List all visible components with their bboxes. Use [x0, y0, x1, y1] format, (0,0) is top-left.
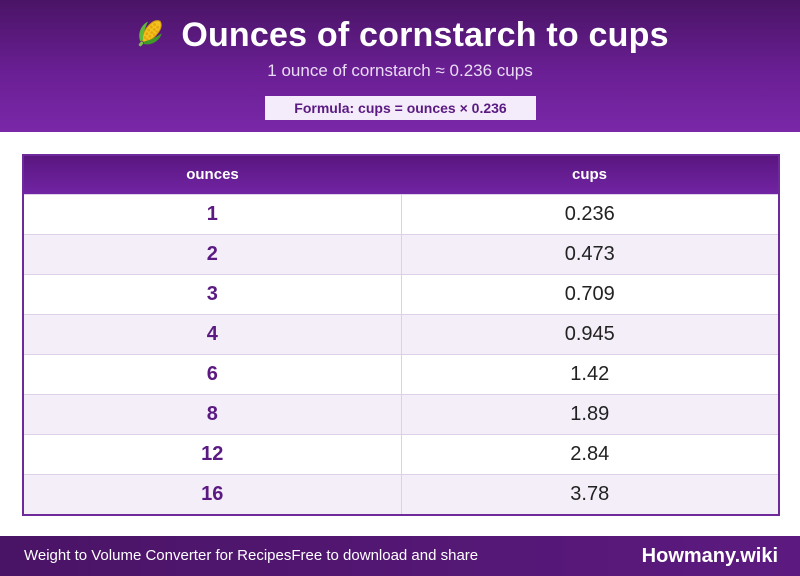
cups-cell: 0.236: [401, 193, 778, 234]
table-row: 4 0.945: [24, 313, 778, 354]
corn-icon: [139, 20, 163, 47]
table-row: 6 1.42: [24, 353, 778, 394]
cups-cell: 1.42: [401, 353, 778, 394]
cups-cell: 2.84: [401, 433, 778, 474]
header-banner: Ounces of cornstarch to cups 1 ounce of …: [0, 0, 800, 132]
cups-cell: 0.473: [401, 233, 778, 274]
footer-caption-title: Weight to Volume Converter for Recipes: [24, 547, 292, 564]
ounces-cell: 1: [24, 193, 402, 234]
table-row: 1 0.236: [24, 193, 778, 234]
ounces-cell: 12: [24, 433, 402, 474]
table-row: 8 1.89: [24, 393, 778, 434]
brand-logo-text[interactable]: Howmany.wiki: [641, 545, 778, 567]
ounces-cell: 6: [24, 353, 402, 394]
column-header-cups: cups: [571, 166, 607, 184]
ounces-cell: 16: [24, 473, 402, 514]
footer-caption: Weight to Volume Converter for RecipesFr…: [24, 536, 478, 576]
ounces-cell: 4: [24, 313, 402, 354]
footer-caption-note: Free to download and share: [291, 547, 479, 564]
formula-badge: Formula: cups = ounces × 0.236: [265, 96, 536, 120]
cups-cell: 1.89: [401, 393, 778, 434]
ounces-cell: 2: [24, 233, 402, 274]
table-row: 2 0.473: [24, 233, 778, 274]
table-header-row: ounces cups: [24, 156, 778, 194]
cups-cell: 3.78: [401, 473, 778, 514]
cups-cell: 0.709: [401, 273, 778, 314]
ounces-cell: 3: [24, 273, 402, 314]
footer-bar: Weight to Volume Converter for RecipesFr…: [0, 536, 800, 576]
title-text: Ounces of cornstarch to cups: [181, 16, 669, 54]
page-title: Ounces of cornstarch to cups: [0, 12, 800, 57]
table-row: 16 3.78: [24, 473, 778, 514]
table-row: 12 2.84: [24, 433, 778, 474]
ounces-cell: 8: [24, 393, 402, 434]
column-header-ounces: ounces: [186, 166, 239, 184]
conversion-table-container: ounces cups 1 0.236 2 0.473 3 0.709 4 0.…: [22, 154, 780, 516]
subtitle: 1 ounce of cornstarch ≈ 0.236 cups: [267, 61, 533, 80]
table-row: 3 0.709: [24, 273, 778, 314]
cups-cell: 0.945: [401, 313, 778, 354]
conversion-table: ounces cups 1 0.236 2 0.473 3 0.709 4 0.…: [24, 156, 778, 514]
